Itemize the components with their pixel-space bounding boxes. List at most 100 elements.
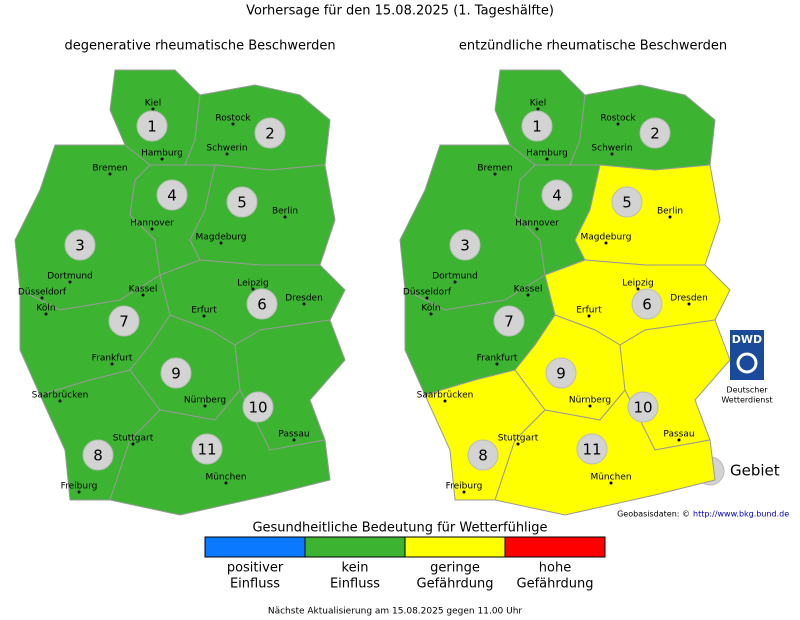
city-dot <box>219 241 223 245</box>
region-number: 9 <box>171 365 181 383</box>
region-number: 9 <box>556 365 566 383</box>
region-marker <box>136 110 168 142</box>
logo-icon <box>736 352 758 374</box>
city-label: Passau <box>663 430 694 440</box>
city-label: München <box>205 473 246 483</box>
city-dot <box>151 107 155 111</box>
city-dot <box>453 280 457 284</box>
city-dot <box>202 314 206 318</box>
region-marker <box>108 305 140 337</box>
city-label: Erfurt <box>576 306 602 316</box>
city-label: Hamburg <box>141 149 183 159</box>
city-label: Erfurt <box>191 306 217 316</box>
region-number: 5 <box>237 194 247 212</box>
city-label: Passau <box>278 430 309 440</box>
region-number: 7 <box>119 313 129 331</box>
legend-swatch <box>204 536 306 558</box>
region-marker <box>611 186 643 218</box>
city-dot <box>545 157 549 161</box>
region-number: 8 <box>93 447 103 465</box>
region-number: 10 <box>248 399 267 417</box>
city-label: Bremen <box>92 164 127 174</box>
city-dot <box>44 312 48 316</box>
city-dot <box>292 438 296 442</box>
region-marker <box>639 117 671 149</box>
logo-text: Deutscher <box>726 386 768 395</box>
city-label: Magdeburg <box>196 233 247 243</box>
region-number: 8 <box>478 447 488 465</box>
city-label: Kiel <box>145 99 161 109</box>
city-label: Leipzig <box>622 279 654 289</box>
city-dot <box>160 157 164 161</box>
region-marker <box>493 305 525 337</box>
legend-title: Gesundheitliche Bedeutung für Wetterfühl… <box>252 521 547 536</box>
region-number: 10 <box>633 399 652 417</box>
region-number: 4 <box>167 187 177 205</box>
logo-text: Wetterdienst <box>721 396 772 405</box>
legend-swatch <box>404 536 506 558</box>
map-title: entzündliche rheumatische Beschwerden <box>459 39 727 54</box>
city-dot <box>131 442 135 446</box>
city-label: Freiburg <box>446 482 483 492</box>
region-marker <box>64 229 96 261</box>
region-number: 11 <box>582 441 601 459</box>
city-label: Rostock <box>215 114 251 124</box>
legend-label: Einfluss <box>330 577 380 592</box>
city-label: Freiburg <box>61 482 98 492</box>
legend-label: geringe <box>430 561 480 576</box>
city-label: Schwerin <box>206 144 247 154</box>
city-label: Düsseldorf <box>403 288 452 298</box>
page-title: Vorhersage für den 15.08.2025 (1. Tagesh… <box>246 4 554 19</box>
region-number: 6 <box>642 296 652 314</box>
map-title: degenerative rheumatische Beschwerden <box>64 39 335 54</box>
city-dot <box>495 362 499 366</box>
city-dot <box>636 287 640 291</box>
region-marker <box>82 439 114 471</box>
key-label: Gebiet <box>730 462 780 480</box>
region-marker <box>242 391 274 423</box>
city-dot <box>58 399 62 403</box>
city-dot <box>224 481 228 485</box>
city-label: Berlin <box>657 207 683 217</box>
legend-swatch <box>504 536 606 558</box>
legend-label: hohe <box>539 561 571 576</box>
city-label: Hannover <box>515 219 559 229</box>
city-label: Hamburg <box>526 149 568 159</box>
city-dot <box>443 399 447 403</box>
city-dot <box>40 296 44 300</box>
city-label: Stuttgart <box>113 434 154 444</box>
city-dot <box>68 280 72 284</box>
city-label: Hannover <box>130 219 174 229</box>
city-dot <box>516 442 520 446</box>
city-label: Saarbrücken <box>417 391 474 401</box>
city-dot <box>225 152 229 156</box>
region-number: 11 <box>197 441 216 459</box>
region-marker <box>545 357 577 389</box>
region-marker <box>541 179 573 211</box>
region-number: 3 <box>75 237 85 255</box>
region-marker <box>631 288 663 320</box>
city-label: Kassel <box>514 285 543 295</box>
legend-label: Einfluss <box>230 577 280 592</box>
city-label: Frankfurt <box>477 354 518 364</box>
city-label: Kassel <box>129 285 158 295</box>
city-dot <box>283 215 287 219</box>
city-dot <box>108 172 112 176</box>
city-dot <box>150 227 154 231</box>
logo-abbr: DWD <box>732 333 762 346</box>
city-dot <box>251 287 255 291</box>
city-dot <box>604 241 608 245</box>
region-number: 3 <box>460 237 470 255</box>
region-number: 7 <box>504 313 514 331</box>
legend-label: kein <box>342 561 369 576</box>
source-link[interactable]: http://www.bkg.bund.de <box>693 510 789 519</box>
city-dot <box>588 404 592 408</box>
region-number: 2 <box>265 125 275 143</box>
region-marker <box>156 179 188 211</box>
city-label: Berlin <box>272 207 298 217</box>
region-number: 4 <box>552 187 562 205</box>
city-dot <box>587 314 591 318</box>
